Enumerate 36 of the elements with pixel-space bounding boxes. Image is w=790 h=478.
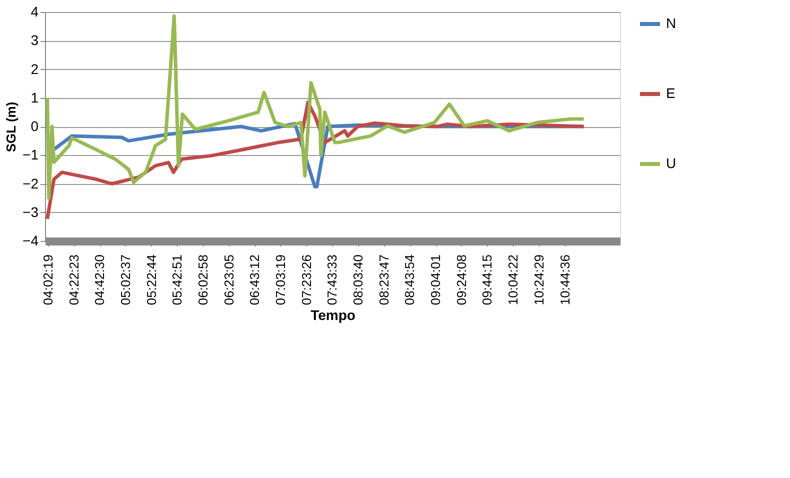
x-tick-label: 04:02:19 <box>40 254 56 306</box>
y-tick-label: 1 <box>30 89 39 106</box>
x-tick-label: 08:03:40 <box>350 254 366 306</box>
x-tick-label: 05:42:51 <box>170 254 185 306</box>
y-tick-label: −4 <box>22 232 39 248</box>
y-tick-label: −1 <box>22 146 39 163</box>
x-tick-label: 04:42:30 <box>92 254 108 306</box>
x-tick-label: 07:03:19 <box>272 254 288 306</box>
y-tick-label: −3 <box>22 204 39 220</box>
x-tick-label: 06:43:12 <box>247 254 262 306</box>
x-axis-title: Tempo <box>310 307 356 324</box>
y-tick-label: 4 <box>30 4 39 20</box>
x-tick-label: 06:02:58 <box>195 254 210 306</box>
x-tick-label: 04:22:23 <box>66 254 82 306</box>
x-tick-label: 09:44:15 <box>480 254 495 306</box>
y-tick-label: 0 <box>30 118 39 134</box>
x-tick-label: 05:22:44 <box>144 254 159 306</box>
x-tick-label: 09:24:08 <box>454 254 469 306</box>
x-tick-label: 10:24:29 <box>531 254 546 306</box>
y-tick-label: 2 <box>30 60 39 77</box>
line-series <box>46 14 586 200</box>
y-tick-label: 3 <box>30 32 39 48</box>
x-tick-label: 06:23:05 <box>221 254 236 306</box>
x-tick-label: 09:04:01 <box>428 254 444 306</box>
x-tick-label: 08:23:47 <box>376 254 392 306</box>
x-tick-label: 08:43:54 <box>402 254 418 306</box>
x-tick-label: 07:43:33 <box>324 254 340 306</box>
x-tick-label: 07:23:26 <box>298 254 314 306</box>
x-tick-label: 10:44:36 <box>557 254 572 306</box>
legend-label: U <box>666 155 676 171</box>
y-tick-label: −2 <box>22 175 39 192</box>
legend-label: N <box>666 15 676 31</box>
x-tick-label: 10:04:22 <box>506 254 521 306</box>
x-tick-label: 05:02:37 <box>118 254 133 306</box>
legend-label: E <box>666 85 676 101</box>
y-axis-title: SGL (m) <box>4 102 19 152</box>
